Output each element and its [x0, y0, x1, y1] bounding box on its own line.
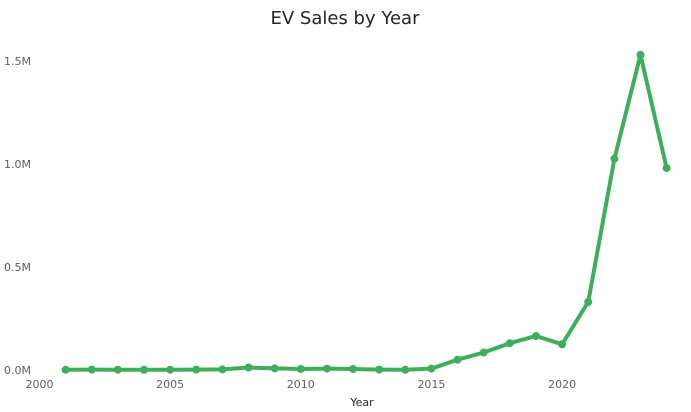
data-point[interactable] — [662, 164, 671, 173]
data-point[interactable] — [375, 365, 384, 374]
data-point[interactable] — [270, 364, 279, 373]
series-line — [63, 52, 669, 372]
x-tick-label: 2010 — [287, 378, 315, 391]
data-point[interactable] — [166, 365, 175, 374]
chart-title: EV Sales by Year — [271, 8, 421, 29]
data-point[interactable] — [401, 365, 410, 374]
data-point[interactable] — [427, 364, 436, 373]
data-point[interactable] — [192, 365, 201, 374]
x-tick-label: 2005 — [156, 378, 184, 391]
y-tick-label: 1.0M — [4, 158, 31, 171]
data-point[interactable] — [322, 364, 331, 373]
data-point[interactable] — [218, 365, 227, 374]
data-point[interactable] — [532, 332, 540, 340]
y-tick-label: 0.0M — [4, 364, 31, 377]
x-axis-label: Year — [349, 396, 374, 409]
x-axis-ticks: 2000 2005 2010 2015 2020 — [26, 378, 577, 391]
y-tick-label: 1.5M — [4, 55, 31, 68]
data-point[interactable] — [61, 365, 70, 374]
y-axis-ticks: 0.0M 0.5M 1.0M 1.5M — [4, 55, 31, 377]
series-layer — [61, 50, 671, 374]
data-point[interactable] — [113, 365, 122, 374]
data-point[interactable] — [636, 50, 645, 59]
data-point[interactable] — [296, 365, 305, 373]
data-point[interactable] — [558, 340, 567, 349]
data-point[interactable] — [140, 365, 148, 374]
data-point[interactable] — [584, 298, 593, 306]
x-tick-label: 2020 — [548, 378, 576, 391]
data-point[interactable] — [479, 348, 488, 357]
data-point[interactable] — [87, 365, 96, 374]
x-tick-label: 2000 — [26, 378, 54, 391]
data-point[interactable] — [453, 355, 462, 364]
data-point[interactable] — [505, 339, 514, 348]
data-point[interactable] — [349, 365, 358, 373]
data-point[interactable] — [244, 363, 253, 372]
y-tick-label: 0.5M — [4, 261, 31, 274]
data-point[interactable] — [610, 154, 619, 163]
x-tick-label: 2015 — [417, 378, 445, 391]
